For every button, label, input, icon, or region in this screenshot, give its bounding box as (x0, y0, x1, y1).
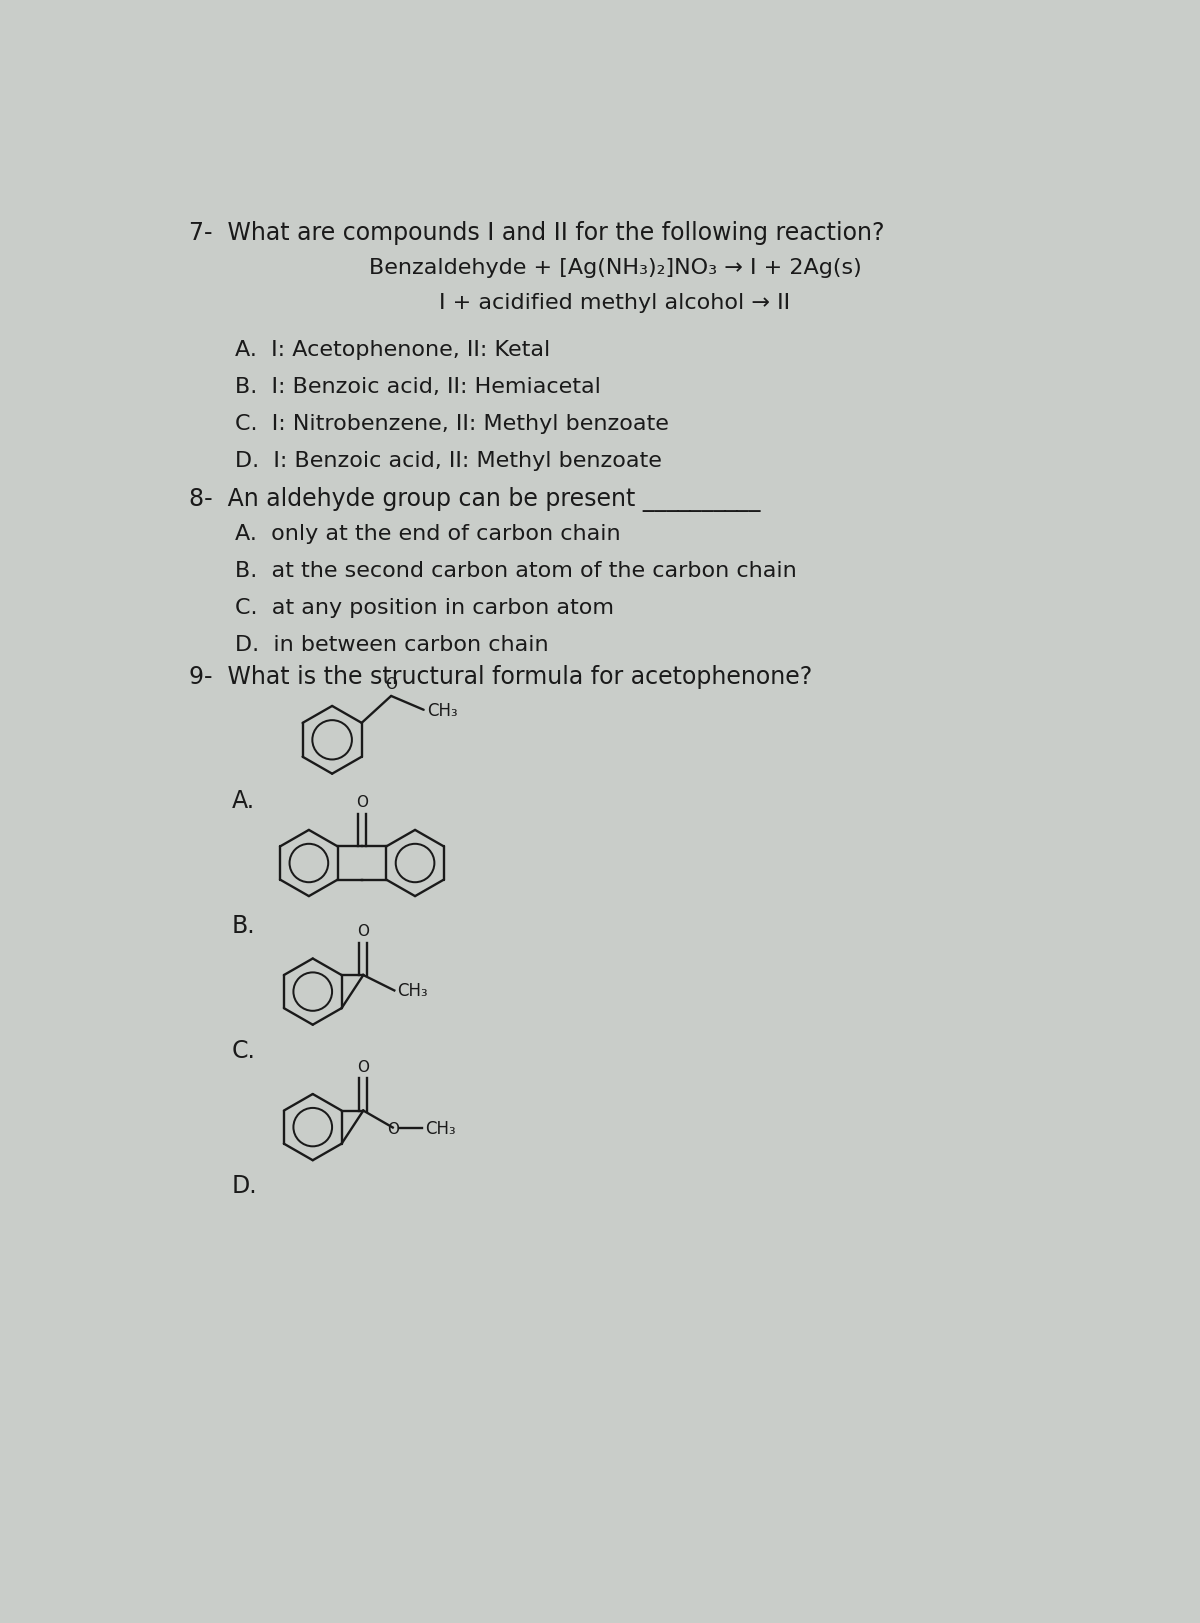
Text: B.  I: Benzoic acid, II: Hemiacetal: B. I: Benzoic acid, II: Hemiacetal (235, 377, 601, 398)
Text: O: O (358, 1058, 370, 1074)
Text: B.  at the second carbon atom of the carbon chain: B. at the second carbon atom of the carb… (235, 560, 797, 581)
Text: A.  I: Acetophenone, II: Ketal: A. I: Acetophenone, II: Ketal (235, 341, 551, 360)
Text: A.: A. (232, 789, 254, 812)
Text: D.  I: Benzoic acid, II: Methyl benzoate: D. I: Benzoic acid, II: Methyl benzoate (235, 451, 662, 471)
Text: A.  only at the end of carbon chain: A. only at the end of carbon chain (235, 523, 620, 544)
Text: C.: C. (232, 1039, 256, 1061)
Text: CH₃: CH₃ (427, 701, 457, 719)
Text: D.  in between carbon chain: D. in between carbon chain (235, 635, 548, 654)
Text: Benzaldehyde + [Ag(NH₃)₂]NO₃ → I + 2Ag(s): Benzaldehyde + [Ag(NH₃)₂]NO₃ → I + 2Ag(s… (368, 258, 862, 278)
Text: O: O (385, 677, 397, 691)
Text: B.: B. (232, 914, 256, 938)
Text: C.  I: Nitrobenzene, II: Methyl benzoate: C. I: Nitrobenzene, II: Methyl benzoate (235, 414, 670, 433)
Text: 8-  An aldehyde group can be present __________: 8- An aldehyde group can be present ____… (188, 487, 760, 511)
Text: CH₃: CH₃ (425, 1118, 456, 1136)
Text: O: O (386, 1121, 398, 1136)
Text: 9-  What is the structural formula for acetophenone?: 9- What is the structural formula for ac… (188, 665, 812, 688)
Text: I + acidified methyl alcohol → II: I + acidified methyl alcohol → II (439, 292, 791, 313)
Text: D.: D. (232, 1173, 257, 1198)
Text: O: O (358, 923, 370, 938)
Text: CH₃: CH₃ (397, 982, 428, 1000)
Text: 7-  What are compounds I and II for the following reaction?: 7- What are compounds I and II for the f… (188, 221, 884, 245)
Text: O: O (356, 795, 368, 810)
Text: C.  at any position in carbon atom: C. at any position in carbon atom (235, 597, 614, 617)
